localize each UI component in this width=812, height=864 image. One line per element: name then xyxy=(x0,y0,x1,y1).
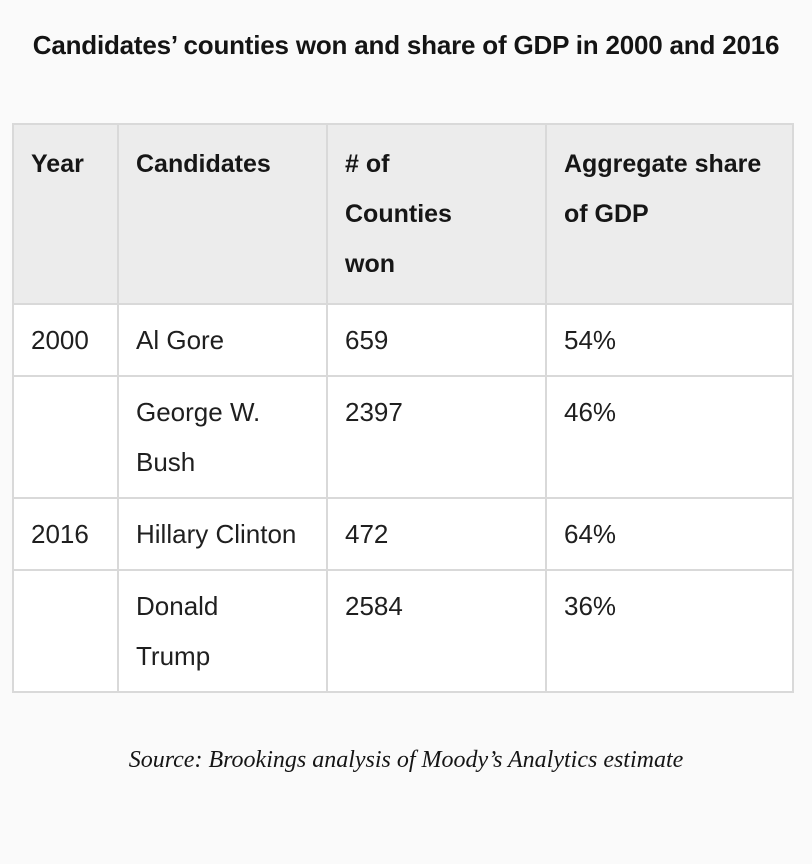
data-table: Year Candidates # of Counties won Aggreg… xyxy=(12,123,794,693)
cell-gdp-share: 36% xyxy=(545,569,794,693)
table-row: Donald Trump 2584 36% xyxy=(12,569,794,693)
cell-counties: 472 xyxy=(326,497,547,571)
cell-candidate: George W. Bush xyxy=(117,375,328,499)
header-cell-counties: # of Counties won xyxy=(326,123,547,305)
header-row: Year Candidates # of Counties won Aggreg… xyxy=(12,123,794,305)
table-row: 2016 Hillary Clinton 472 64% xyxy=(12,497,794,571)
cell-gdp-share: 54% xyxy=(545,303,794,377)
table-row: George W. Bush 2397 46% xyxy=(12,375,794,499)
cell-counties: 659 xyxy=(326,303,547,377)
header-cell-gdp-share: Aggregate share of GDP xyxy=(545,123,794,305)
header-cell-candidates: Candidates xyxy=(117,123,328,305)
header-cell-year: Year xyxy=(12,123,119,305)
cell-counties: 2584 xyxy=(326,569,547,693)
figure: Candidates’ counties won and share of GD… xyxy=(0,26,812,864)
cell-year: 2016 xyxy=(12,497,119,571)
cell-candidate: Al Gore xyxy=(117,303,328,377)
cell-counties: 2397 xyxy=(326,375,547,499)
cell-candidate: Donald Trump xyxy=(117,569,328,693)
cell-year: 2000 xyxy=(12,303,119,377)
figure-title: Candidates’ counties won and share of GD… xyxy=(32,30,780,60)
source-note: Source: Brookings analysis of Moody’s An… xyxy=(128,747,684,773)
cell-gdp-share: 64% xyxy=(545,497,794,571)
cell-gdp-share: 46% xyxy=(545,375,794,499)
cell-year xyxy=(12,569,119,693)
table-row: 2000 Al Gore 659 54% xyxy=(12,303,794,377)
cell-year xyxy=(12,375,119,499)
cell-candidate: Hillary Clinton xyxy=(117,497,328,571)
